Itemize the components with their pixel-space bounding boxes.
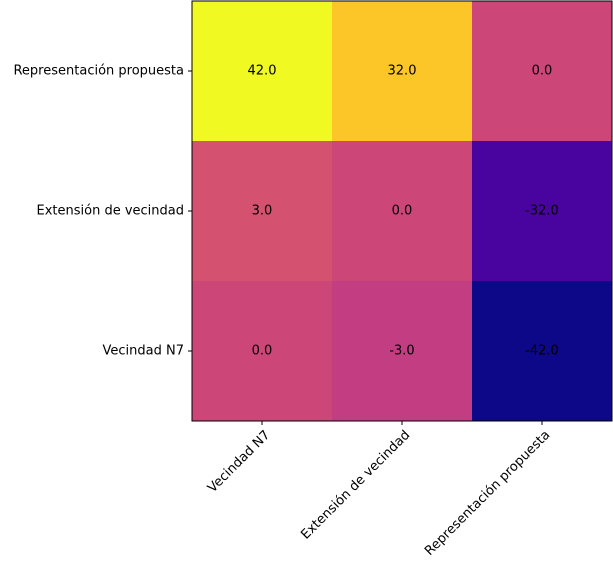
cell-value-label: -3.0 xyxy=(389,344,414,359)
heatmap-cell-r0-c0 xyxy=(192,1,332,141)
cell-value-label: 42.0 xyxy=(248,64,277,79)
heatmap-cell-r2-c1 xyxy=(332,281,472,421)
cell-value-label: 32.0 xyxy=(388,64,417,79)
y-axis: Representación propuesta Extensión de vec… xyxy=(13,64,192,359)
heatmap-cell-r2-c0 xyxy=(192,281,332,421)
y-tick-label: Vecindad N7 xyxy=(103,344,184,359)
heatmap-cell-r2-c2 xyxy=(472,281,612,421)
heatmap-cell-r0-c1 xyxy=(332,1,472,141)
x-tick-label: Extensión de vecindad xyxy=(298,428,413,543)
cell-value-label: -32.0 xyxy=(525,204,559,219)
cell-value-label: 3.0 xyxy=(252,204,273,219)
heatmap-cell-r1-c0 xyxy=(192,141,332,281)
y-tick-label: Extensión de vecindad xyxy=(37,204,185,219)
heatmap-cell-r1-c1 xyxy=(332,141,472,281)
cell-value-label: 0.0 xyxy=(252,344,273,359)
heatmap-cell-r0-c2 xyxy=(472,1,612,141)
x-axis: Vecindad N7 Extensión de vecindad Represen… xyxy=(205,421,553,559)
y-tick-label: Representación propuesta xyxy=(13,64,184,79)
x-tick-label: Representación propuesta xyxy=(422,428,553,559)
cell-value-labels: 42.0 32.0 0.0 3.0 0.0 -32.0 0.0 -3.0 -42.0 xyxy=(248,64,559,359)
heatmap-cells xyxy=(192,1,612,421)
cell-value-label: 0.0 xyxy=(532,64,553,79)
cell-value-label: -42.0 xyxy=(525,344,559,359)
x-tick-label: Vecindad N7 xyxy=(205,428,273,496)
heatmap-cell-r1-c2 xyxy=(472,141,612,281)
cell-value-label: 0.0 xyxy=(392,204,413,219)
